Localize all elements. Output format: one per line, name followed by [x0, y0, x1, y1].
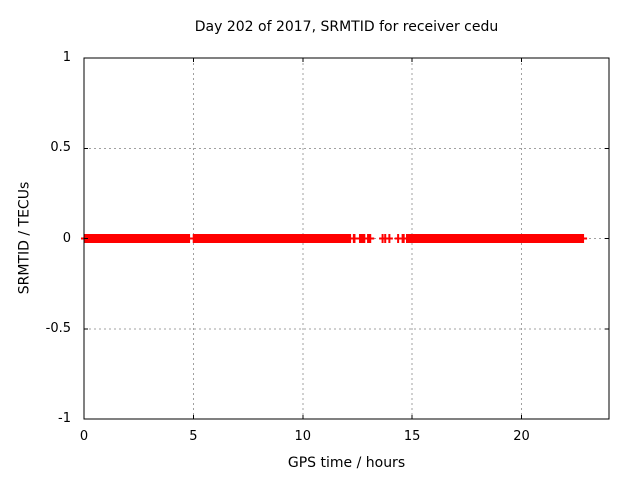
data-point-plus: [394, 237, 402, 240]
x-tick-label: 5: [189, 429, 198, 444]
y-tick-label: 1: [62, 50, 71, 65]
data-segment: [406, 234, 585, 243]
x-tick-label: 0: [79, 429, 89, 444]
y-tick-label: 0.5: [50, 140, 71, 156]
x-axis-label: GPS time / hours: [287, 455, 406, 471]
data-segment: [84, 234, 191, 243]
data-segment: [192, 234, 352, 243]
x-tick-label: 10: [294, 429, 312, 444]
data-segment: [367, 234, 372, 243]
data-segment: [358, 234, 366, 243]
data-segment: [352, 234, 356, 243]
data-point-plus: [385, 237, 393, 240]
data-point-plus: [381, 237, 389, 240]
chart-title: Day 202 of 2017, SRMTID for receiver ced…: [194, 19, 499, 35]
y-tick-label: 0: [62, 230, 71, 246]
x-tick-label: 15: [403, 429, 421, 444]
x-tick-label: 20: [513, 429, 530, 444]
y-tick-label: -0.5: [45, 320, 71, 336]
y-tick-label: -1: [58, 411, 71, 426]
